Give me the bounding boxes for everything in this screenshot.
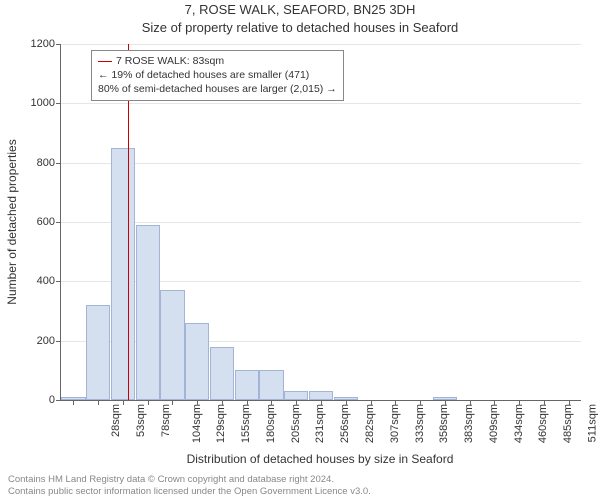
histogram-bar [111, 148, 135, 400]
x-tick [197, 400, 198, 405]
x-tick [123, 400, 124, 405]
x-tick-label: 129sqm [216, 404, 228, 443]
y-axis-label: Number of detached properties [5, 139, 19, 304]
histogram-bar [259, 370, 283, 400]
gridline [61, 222, 581, 223]
x-tick [544, 400, 545, 405]
histogram-bar [136, 225, 160, 400]
y-tick-label: 400 [37, 275, 61, 287]
x-tick [73, 400, 74, 405]
y-tick-label: 800 [37, 157, 61, 169]
x-tick [148, 400, 149, 405]
x-tick [271, 400, 272, 405]
legend-box: 7 ROSE WALK: 83sqm← 19% of detached hous… [91, 50, 344, 101]
x-tick-label: 383sqm [463, 404, 475, 443]
x-tick-label: 180sqm [265, 404, 277, 443]
x-tick [172, 400, 173, 405]
x-tick [519, 400, 520, 405]
x-tick-label: 358sqm [438, 404, 450, 443]
y-tick-label: 600 [37, 216, 61, 228]
legend-line-2: ← 19% of detached houses are smaller (47… [98, 68, 337, 82]
legend-swatch [98, 61, 112, 62]
histogram-bar [284, 391, 308, 400]
x-tick-label: 485sqm [562, 404, 574, 443]
x-tick-label: 256sqm [339, 404, 351, 443]
chart-plot-area: 02004006008001000120028sqm53sqm78sqm104s… [60, 44, 581, 401]
x-tick-label: 155sqm [240, 404, 252, 443]
x-tick [247, 400, 248, 405]
y-tick-label: 200 [37, 335, 61, 347]
x-axis-label: Distribution of detached houses by size … [60, 452, 580, 466]
x-tick [346, 400, 347, 405]
x-tick-label: 78sqm [160, 404, 172, 437]
x-tick-label: 307sqm [389, 404, 401, 443]
footer-line-1: Contains HM Land Registry data © Crown c… [8, 474, 371, 486]
legend-line-3: 80% of semi-detached houses are larger (… [98, 82, 337, 96]
x-tick [321, 400, 322, 405]
x-tick [470, 400, 471, 405]
histogram-bar [86, 305, 110, 400]
histogram-bar [235, 370, 259, 400]
x-tick-label: 104sqm [191, 404, 203, 443]
x-tick [395, 400, 396, 405]
x-tick [569, 400, 570, 405]
x-tick [445, 400, 446, 405]
x-tick [296, 400, 297, 405]
legend-line-1: 7 ROSE WALK: 83sqm [116, 54, 224, 68]
x-tick-label: 205sqm [290, 404, 302, 443]
histogram-bar [185, 323, 209, 400]
x-tick-label: 333sqm [414, 404, 426, 443]
gridline [61, 103, 581, 104]
x-tick-label: 53sqm [135, 404, 147, 437]
x-tick-label: 409sqm [488, 404, 500, 443]
y-tick-label: 1000 [31, 97, 61, 109]
x-tick [222, 400, 223, 405]
x-tick-label: 28sqm [110, 404, 122, 437]
x-tick [420, 400, 421, 405]
x-tick [494, 400, 495, 405]
x-tick-label: 460sqm [537, 404, 549, 443]
histogram-bar [160, 290, 184, 400]
footer-attribution: Contains HM Land Registry data © Crown c… [8, 474, 371, 498]
x-tick [98, 400, 99, 405]
x-tick [371, 400, 372, 405]
histogram-bar [309, 391, 333, 400]
chart-title-main: 7, ROSE WALK, SEAFORD, BN25 3DH [0, 2, 600, 17]
histogram-bar [210, 347, 234, 400]
chart-title-sub: Size of property relative to detached ho… [0, 20, 600, 35]
x-tick-label: 434sqm [513, 404, 525, 443]
y-tick-label: 1200 [31, 38, 61, 50]
x-tick-label: 231sqm [315, 404, 327, 443]
x-tick-label: 282sqm [364, 404, 376, 443]
x-tick-label: 511sqm [586, 404, 598, 442]
y-tick-label: 0 [49, 394, 61, 406]
gridline [61, 44, 581, 45]
gridline [61, 163, 581, 164]
footer-line-2: Contains public sector information licen… [8, 486, 371, 498]
